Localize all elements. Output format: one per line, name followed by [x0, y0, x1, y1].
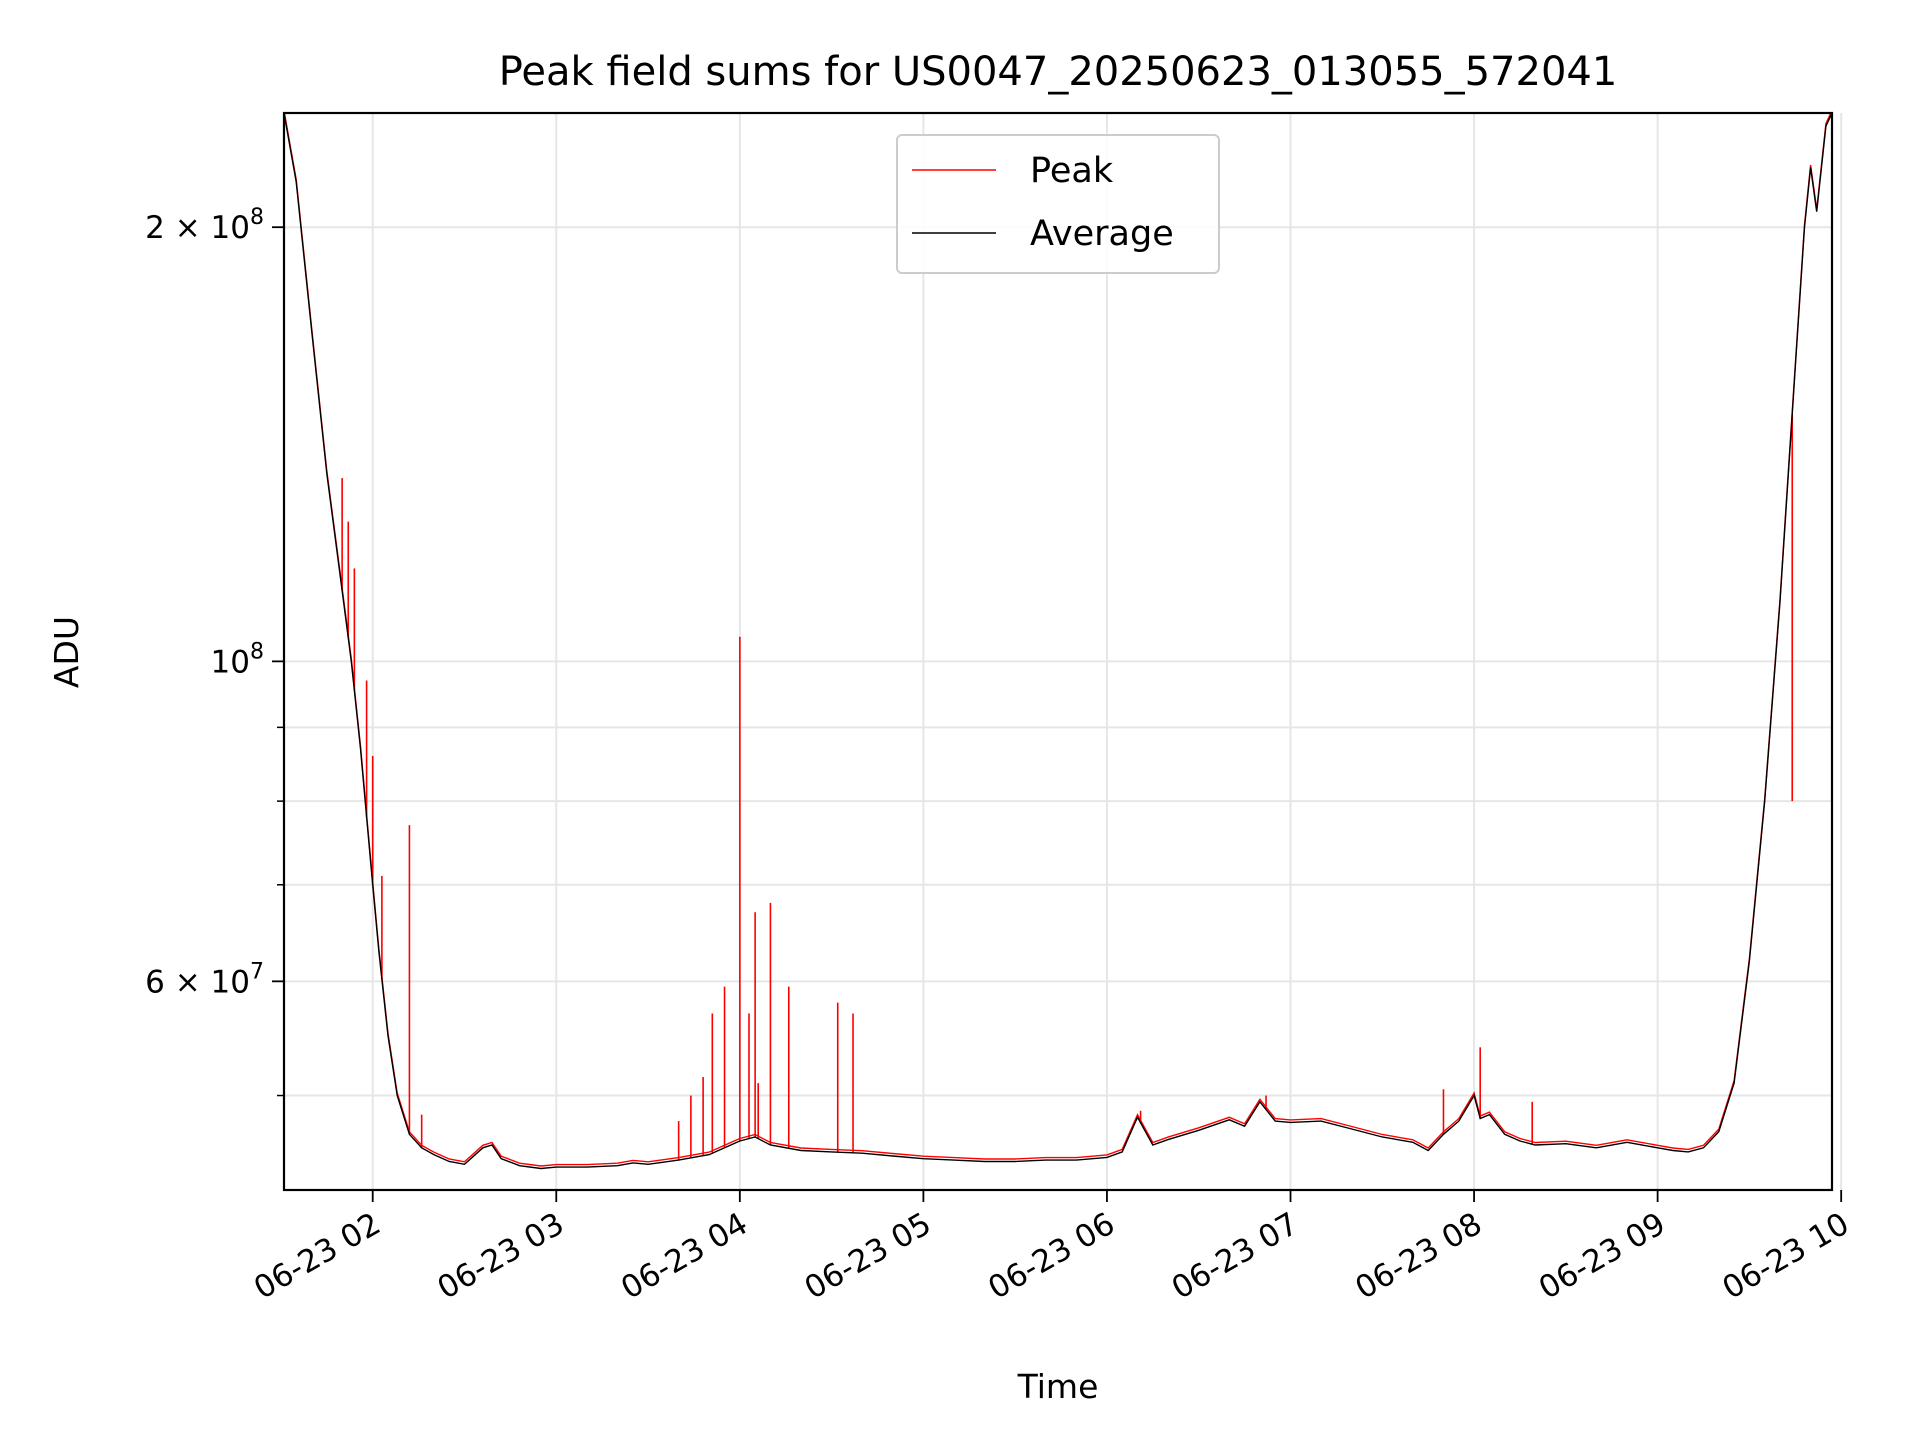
x-tick-label: 06-23 03: [432, 1206, 571, 1307]
x-tick-label: 06-23 07: [1166, 1206, 1305, 1307]
chart-title: Peak field sums for US0047_20250623_0130…: [499, 49, 1618, 95]
y-axis-title: ADU: [47, 616, 86, 688]
y-tick-label: 108: [211, 639, 264, 680]
x-tick-label: 06-23 06: [982, 1206, 1121, 1307]
x-axis-title: Time: [1017, 1367, 1099, 1406]
grid-lines: [284, 113, 1843, 1190]
legend: Peak Average: [896, 134, 1220, 274]
x-tick-label: 06-23 10: [1716, 1206, 1855, 1307]
x-tick-label: 06-23 04: [615, 1206, 754, 1307]
y-tick-label: 6 × 107: [145, 959, 264, 1000]
x-tick-label: 06-23 08: [1349, 1206, 1488, 1307]
peak-series-line: [284, 113, 1832, 1167]
y-tick-label: 2 × 108: [145, 205, 264, 246]
plot-series: [284, 113, 1832, 1170]
y-axis: 2 × 108 108 6 × 107: [145, 205, 284, 1097]
legend-peak-label: Peak: [1030, 151, 1114, 191]
x-tick-label: 06-23 02: [248, 1206, 387, 1307]
x-tick-label: 06-23 09: [1533, 1206, 1672, 1307]
x-axis: 06-23 02 06-23 03 06-23 04 06-23 05 06-23 06…: [248, 1190, 1855, 1307]
legend-average-label: Average: [1030, 214, 1174, 254]
x-tick-label: 06-23 05: [799, 1206, 938, 1307]
plot-frame: [282, 111, 1834, 1192]
average-series-line: [284, 113, 1832, 1170]
